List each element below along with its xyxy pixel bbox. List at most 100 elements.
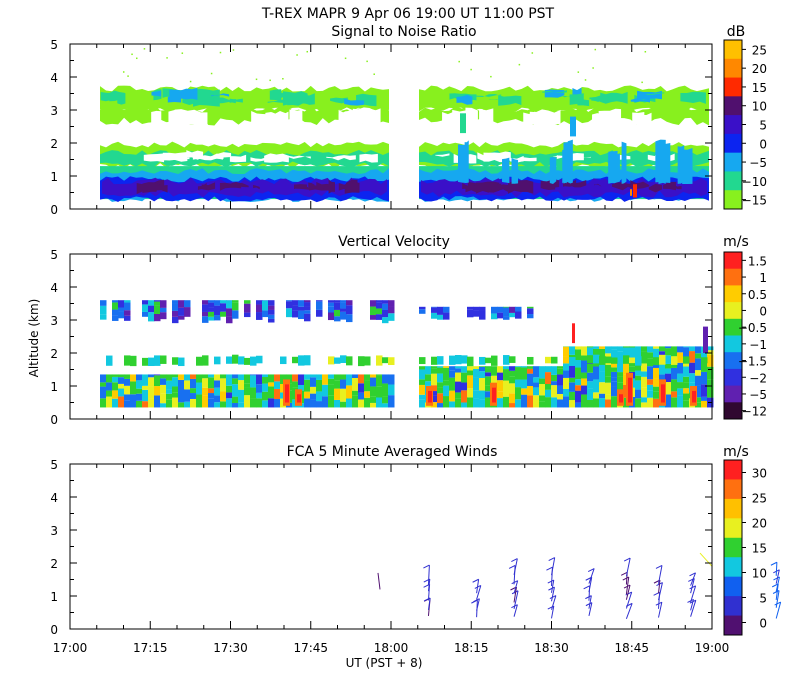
vv-cell — [364, 397, 371, 408]
vv-cell — [485, 397, 492, 408]
vv-cell — [268, 374, 275, 383]
colorbar-label: −1.5 — [738, 355, 767, 369]
vv-cell — [515, 366, 522, 368]
vv-cell — [473, 306, 480, 311]
vv-cell — [376, 300, 383, 303]
vv-cell — [671, 356, 678, 365]
snr-cell — [166, 57, 168, 59]
vv-cell — [491, 366, 498, 376]
vv-cell — [244, 374, 251, 384]
wind-barb — [622, 576, 629, 581]
wind-barb — [775, 590, 780, 608]
vv-cell — [653, 348, 660, 358]
vv-cell — [551, 381, 558, 386]
vv-cell — [382, 403, 389, 408]
vv-cell — [527, 306, 534, 309]
snr-cell — [637, 90, 662, 100]
wind-barb — [658, 580, 661, 594]
snr-cell — [206, 155, 224, 160]
vv-cell — [208, 388, 215, 394]
wind-barb — [423, 564, 430, 569]
vv-cell — [298, 300, 305, 307]
vv-cell — [628, 377, 632, 403]
colorbar-swatch — [724, 576, 742, 597]
vv-cell — [575, 360, 582, 368]
colorbar-label: −15 — [742, 194, 767, 208]
vv-cell — [232, 300, 239, 303]
vv-cell — [503, 366, 510, 370]
vv-cell — [286, 301, 293, 309]
vv-cell — [653, 367, 660, 379]
vv-cell — [653, 378, 660, 387]
vv-cell — [503, 380, 510, 387]
colorbar-swatch — [724, 479, 742, 500]
colorbar-swatch — [724, 133, 742, 154]
snr-cell — [435, 153, 450, 157]
vv-cell — [635, 346, 642, 357]
vv-cell — [118, 300, 125, 308]
vv-cell — [419, 309, 426, 314]
vv-cell — [539, 372, 546, 379]
wind-barb — [775, 562, 778, 576]
vv-cell — [334, 300, 341, 303]
vv-cell — [419, 379, 426, 385]
wind-barb — [620, 571, 628, 576]
vv-cell — [124, 310, 131, 316]
snr-cell — [236, 182, 249, 188]
vv-cell — [100, 374, 107, 383]
vv-cell — [671, 397, 678, 408]
vv-cell — [202, 395, 209, 408]
vv-cell — [599, 398, 606, 408]
y-tick-label: 5 — [50, 38, 58, 52]
colorbar-label: 15 — [752, 81, 767, 95]
vv-cell — [124, 302, 131, 311]
wind-barb — [588, 595, 592, 609]
colorbar-label: 15 — [752, 542, 767, 556]
vv-cell — [226, 316, 233, 324]
snr-cell — [143, 48, 146, 50]
vv-cell — [172, 392, 179, 398]
vv-cell — [202, 300, 209, 305]
vv-cell — [298, 374, 305, 385]
vv-cell — [376, 374, 383, 376]
vv-cell — [431, 368, 438, 374]
vv-cell — [431, 356, 438, 365]
snr-cell — [563, 142, 573, 184]
vv-cell — [316, 374, 323, 380]
vv-cell — [298, 306, 305, 311]
snr-cell — [542, 182, 556, 190]
vv-cell — [292, 356, 299, 364]
snr-cell — [612, 182, 634, 191]
vv-cell — [184, 300, 191, 308]
vv-cell — [328, 302, 335, 307]
vv-cell — [154, 375, 161, 387]
vv-cell — [112, 315, 119, 321]
vv-cell — [689, 362, 696, 374]
vv-cell — [695, 370, 702, 376]
snr-cell — [641, 81, 643, 84]
vv-cell — [599, 393, 606, 399]
wind-barb — [775, 583, 779, 600]
vv-cell — [443, 366, 450, 368]
vv-cell — [707, 385, 714, 398]
vv-cell — [593, 348, 600, 359]
vv-cell — [334, 388, 341, 400]
vv-cell — [683, 388, 690, 394]
vv-cell — [160, 384, 167, 394]
wind-barb — [546, 566, 553, 571]
vv-cell — [635, 370, 642, 376]
vv-cell — [485, 366, 492, 369]
vv-cell — [587, 399, 594, 408]
vv-cell — [497, 372, 504, 381]
vv-cell — [106, 382, 113, 391]
vv-cell — [431, 307, 438, 313]
vv-cell — [124, 300, 131, 303]
vv-cell — [268, 314, 275, 319]
vv-cell — [539, 395, 546, 402]
vv-cell — [124, 374, 131, 379]
snr-panel-title: Signal to Noise Ratio — [331, 24, 476, 40]
vv-cell — [641, 371, 648, 377]
vv-cell — [545, 356, 552, 364]
vv-cell — [370, 402, 377, 408]
vv-cell — [557, 368, 564, 375]
